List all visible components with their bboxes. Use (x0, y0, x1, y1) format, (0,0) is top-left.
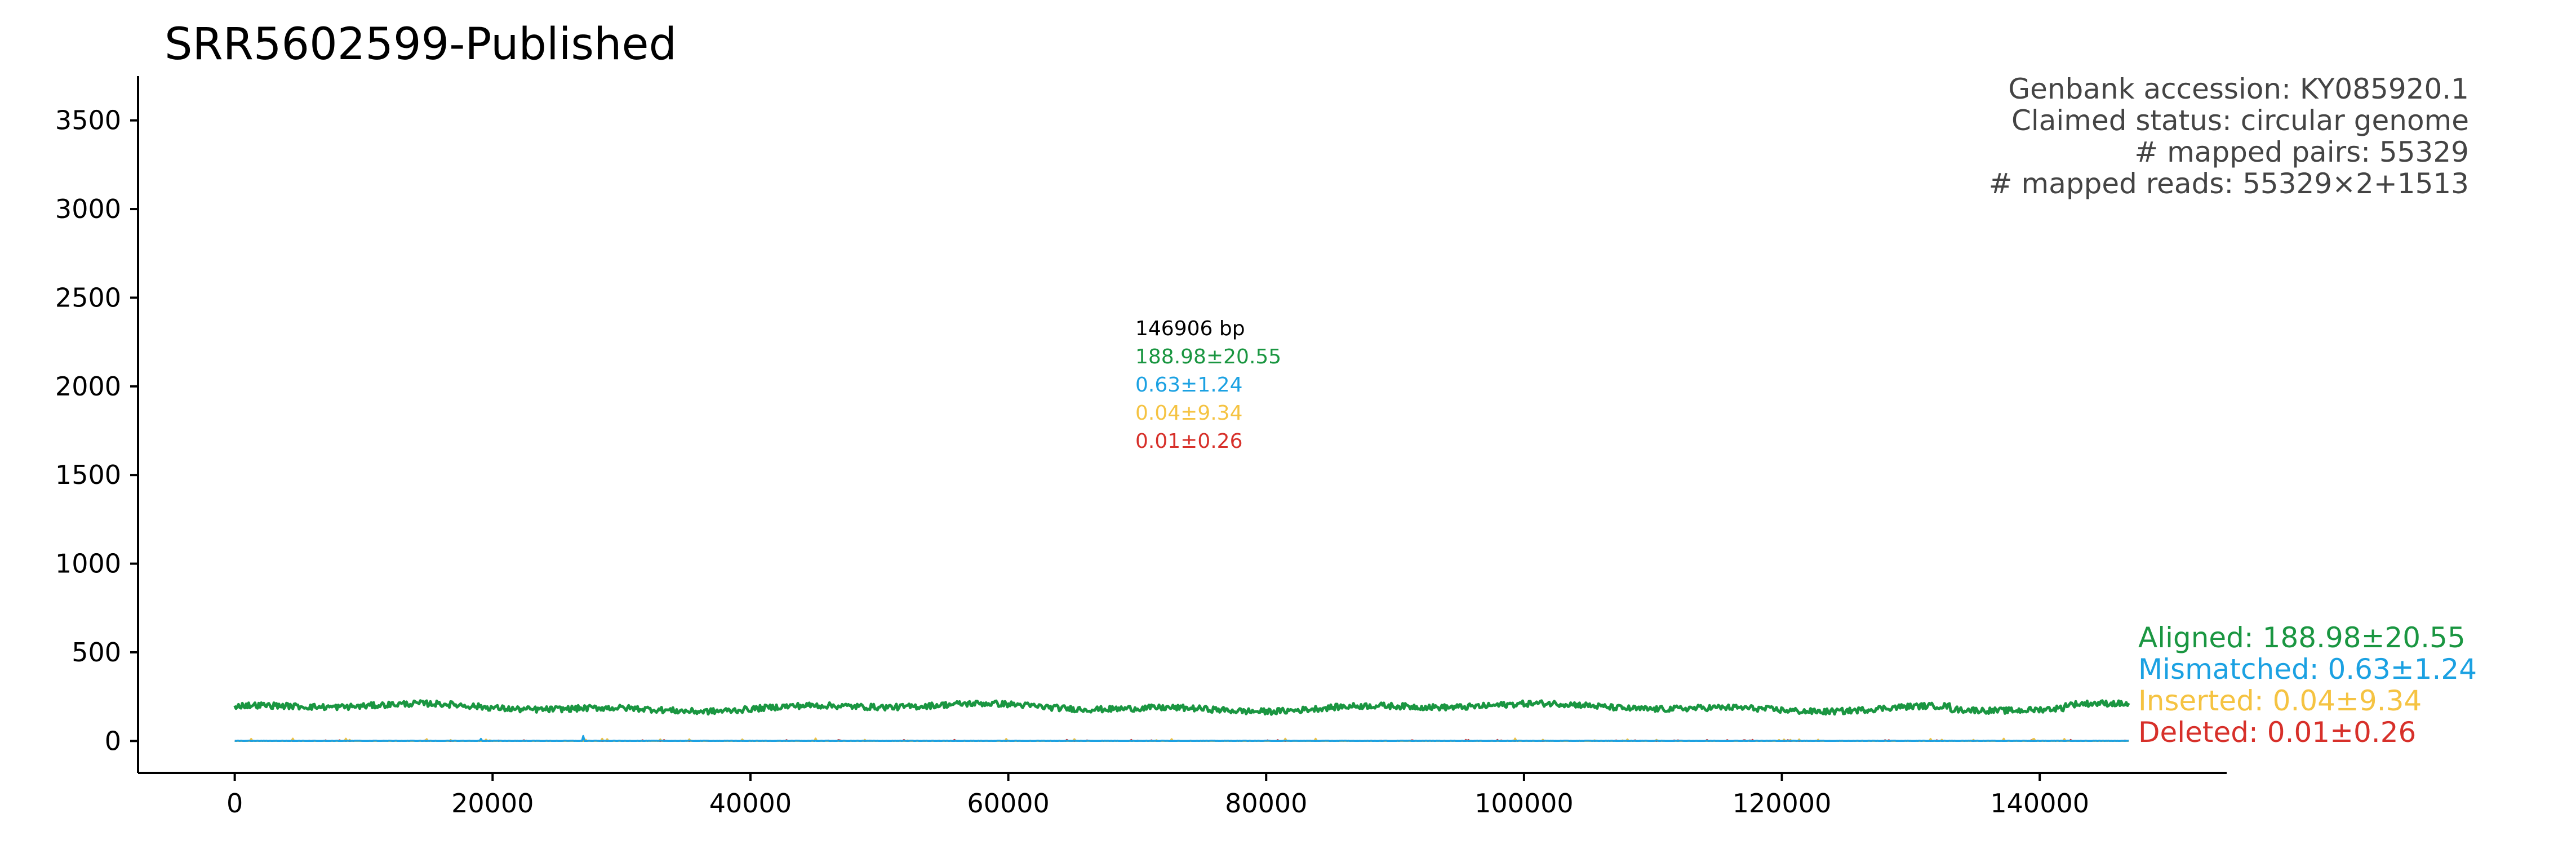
x-tick-label: 40000 (709, 788, 792, 819)
y-tick-label: 500 (72, 637, 121, 668)
y-tick-label: 2500 (55, 282, 121, 313)
x-tick-label: 140000 (1990, 788, 2089, 819)
center-deleted-stat: 0.01±0.26 (1135, 430, 1242, 453)
x-tick-label: 0 (226, 788, 243, 819)
center-length-label: 146906 bp (1135, 317, 1245, 340)
x-tick-label: 120000 (1733, 788, 1832, 819)
info-status: Claimed status: circular genome (2011, 104, 2469, 137)
chart-title: SRR5602599-Published (165, 19, 677, 70)
legend-deleted: Deleted: 0.01±0.26 (2138, 716, 2416, 749)
y-tick-label: 0 (105, 726, 121, 756)
legend-inserted: Inserted: 0.04±9.34 (2138, 684, 2422, 717)
legend-aligned: Aligned: 188.98±20.55 (2138, 621, 2466, 654)
plot-axes (137, 76, 2227, 774)
series-mismatched-line (234, 735, 2129, 742)
y-tick-label: 1000 (55, 549, 121, 579)
x-tick-label: 80000 (1225, 788, 1307, 819)
x-tick-label: 100000 (1474, 788, 1574, 819)
info-mapped-pairs: # mapped pairs: 55329 (2134, 136, 2469, 168)
center-mismatched-stat: 0.63±1.24 (1135, 373, 1242, 397)
y-tick-label: 2000 (55, 371, 121, 402)
info-box: Genbank accession: KY085920.1 Claimed st… (1989, 73, 2469, 200)
legend-mismatched: Mismatched: 0.63±1.24 (2138, 653, 2477, 686)
x-tick-label: 20000 (451, 788, 534, 819)
legend: Aligned: 188.98±20.55 Mismatched: 0.63±1… (2138, 621, 2477, 749)
info-accession: Genbank accession: KY085920.1 (2008, 73, 2469, 105)
y-tick-label: 3000 (55, 194, 121, 224)
series-aligned-line (233, 699, 2130, 716)
y-tick-label: 3500 (55, 105, 121, 136)
y-tick-label: 1500 (55, 460, 121, 490)
y-axis-ticks: 0 500 1000 1500 2000 2500 3000 3500 (55, 105, 138, 756)
x-tick-label: 60000 (967, 788, 1049, 819)
info-mapped-reads: # mapped reads: 55329×2+1513 (1989, 167, 2469, 200)
center-stats: 146906 bp 188.98±20.55 0.63±1.24 0.04±9.… (1135, 317, 1281, 453)
x-axis-ticks: 0 20000 40000 60000 80000 100000 120000 140000 (226, 773, 2089, 819)
coverage-series (233, 699, 2130, 742)
center-inserted-stat: 0.04±9.34 (1135, 402, 1242, 425)
center-aligned-stat: 188.98±20.55 (1135, 345, 1281, 368)
